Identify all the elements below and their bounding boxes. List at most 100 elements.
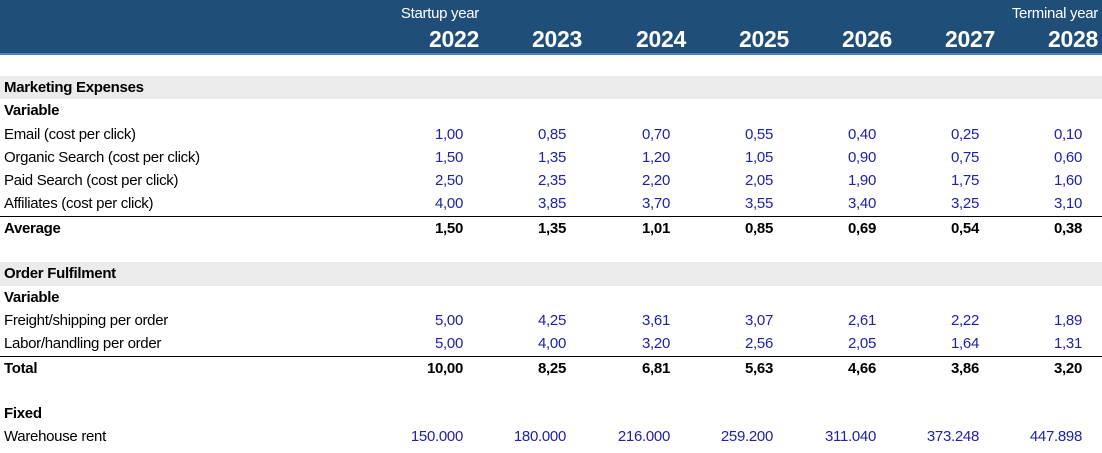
cell-value[interactable]: 5,00 xyxy=(435,311,463,329)
cell-value[interactable]: 1,89 xyxy=(1054,311,1082,329)
cell-value[interactable]: 3,86 xyxy=(951,359,979,377)
row-label[interactable]: Warehouse rent xyxy=(4,428,106,446)
cell-value[interactable]: 2,05 xyxy=(745,172,773,190)
cell-value[interactable]: 0,55 xyxy=(745,125,773,143)
cell-value[interactable]: 447.898 xyxy=(1029,428,1082,446)
cell-value[interactable]: 1,35 xyxy=(538,148,566,166)
blank-row xyxy=(0,239,1102,262)
row-label[interactable]: Average xyxy=(4,219,61,237)
total-row: Total 10,00 8,25 6,81 5,63 4,66 3,86 3,20 xyxy=(0,355,1102,379)
table-row: Organic Search (cost per click) 1,50 1,35 1… xyxy=(0,146,1102,169)
row-label[interactable]: Variable xyxy=(4,102,60,120)
table-row: Labor/handling per order 5,00 4,00 3,20 2,56… xyxy=(0,332,1102,355)
row-label[interactable]: Paid Search (cost per click) xyxy=(4,172,179,190)
cell-value[interactable]: 0,54 xyxy=(951,219,979,237)
cell-value[interactable]: 0,90 xyxy=(848,148,876,166)
cell-value[interactable]: 259.200 xyxy=(720,428,773,446)
cell-value[interactable]: 3,20 xyxy=(642,335,670,353)
spacer-row xyxy=(0,55,1102,76)
header-sublabel: Terminal year xyxy=(1011,5,1098,22)
section-header-row: Order Fulfilment xyxy=(0,262,1102,286)
cell-value[interactable]: 1,05 xyxy=(745,148,773,166)
cell-value[interactable]: 1,01 xyxy=(642,219,670,237)
cell-value[interactable]: 0,40 xyxy=(848,125,876,143)
cell-value[interactable]: 4,25 xyxy=(538,311,566,329)
cell-value[interactable]: 0,75 xyxy=(951,148,979,166)
header-band: Startup year 2022 2023 2024 2025 2026 2027 Term… xyxy=(0,0,1102,55)
year-header-2022[interactable]: 2022 xyxy=(429,26,479,52)
cell-value[interactable]: 216.000 xyxy=(617,428,670,446)
row-label[interactable]: Freight/shipping per order xyxy=(4,311,168,329)
cell-value[interactable]: 1,20 xyxy=(642,148,670,166)
cell-value[interactable]: 2,05 xyxy=(848,335,876,353)
cell-value[interactable]: 3,55 xyxy=(745,195,773,213)
row-label[interactable]: Fixed xyxy=(4,405,42,423)
cell-value[interactable]: 1,35 xyxy=(538,219,566,237)
cell-value[interactable]: 3,70 xyxy=(642,195,670,213)
cell-value[interactable]: 6,81 xyxy=(642,359,670,377)
cell-value[interactable]: 1,64 xyxy=(951,335,979,353)
subsection-row: Fixed xyxy=(0,402,1102,425)
cell-value[interactable]: 3,61 xyxy=(642,311,670,329)
row-label[interactable]: Marketing Expenses xyxy=(4,79,144,96)
cell-value[interactable]: 10,00 xyxy=(426,359,463,377)
row-label[interactable]: Email (cost per click) xyxy=(4,125,136,143)
row-label[interactable]: Affiliates (cost per click) xyxy=(4,195,154,213)
cell-value[interactable]: 8,25 xyxy=(538,359,566,377)
cell-value[interactable]: 1,90 xyxy=(848,172,876,190)
cell-value[interactable]: 3,85 xyxy=(538,195,566,213)
table-row: Freight/shipping per order 5,00 4,25 3,61 3,… xyxy=(0,309,1102,332)
row-label[interactable]: Organic Search (cost per click) xyxy=(4,148,200,166)
cell-value[interactable]: 4,66 xyxy=(848,359,876,377)
cell-value[interactable]: 1,75 xyxy=(951,172,979,190)
cell-value[interactable]: 180.000 xyxy=(513,428,566,446)
year-header-2028[interactable]: 2028 xyxy=(1048,26,1098,52)
cell-value[interactable]: 0,60 xyxy=(1054,148,1082,166)
year-header-2027[interactable]: 2027 xyxy=(945,26,995,52)
table-row: Warehouse rent 150.000 180.000 216.000 259.2… xyxy=(0,425,1102,448)
cell-value[interactable]: 0,85 xyxy=(538,125,566,143)
blank-row xyxy=(0,379,1102,402)
year-header-2025[interactable]: 2025 xyxy=(739,26,789,52)
section-header-row: Marketing Expenses xyxy=(0,76,1102,100)
cell-value[interactable]: 2,61 xyxy=(848,311,876,329)
cell-value[interactable]: 0,25 xyxy=(951,125,979,143)
cell-value[interactable]: 4,00 xyxy=(538,335,566,353)
cell-value[interactable]: 2,22 xyxy=(951,311,979,329)
cell-value[interactable]: 4,00 xyxy=(435,195,463,213)
cell-value[interactable]: 3,20 xyxy=(1054,359,1082,377)
cell-value[interactable]: 3,10 xyxy=(1054,195,1082,213)
cell-value[interactable]: 3,40 xyxy=(848,195,876,213)
cell-value[interactable]: 1,00 xyxy=(435,125,463,143)
year-header-2026[interactable]: 2026 xyxy=(842,26,892,52)
table-row: Paid Search (cost per click) 2,50 2,35 2,20… xyxy=(0,169,1102,192)
cell-value[interactable]: 3,25 xyxy=(951,195,979,213)
year-header-2023[interactable]: 2023 xyxy=(532,26,582,52)
cell-value[interactable]: 0,70 xyxy=(642,125,670,143)
year-header-2024[interactable]: 2024 xyxy=(636,26,686,52)
cell-value[interactable]: 5,00 xyxy=(435,335,463,353)
cell-value[interactable]: 150.000 xyxy=(410,428,463,446)
row-label[interactable]: Order Fulfilment xyxy=(4,265,116,283)
cell-value[interactable]: 0,10 xyxy=(1054,125,1082,143)
cell-value[interactable]: 2,50 xyxy=(435,172,463,190)
cell-value[interactable]: 311.040 xyxy=(824,428,876,446)
cell-value[interactable]: 0,38 xyxy=(1054,219,1082,237)
cell-value[interactable]: 373.248 xyxy=(926,428,979,446)
row-label[interactable]: Variable xyxy=(4,288,60,306)
cell-value[interactable]: 5,63 xyxy=(745,359,773,377)
cell-value[interactable]: 1,50 xyxy=(435,219,463,237)
cell-value[interactable]: 3,07 xyxy=(745,311,773,329)
cell-value[interactable]: 2,56 xyxy=(745,335,773,353)
cell-value[interactable]: 1,31 xyxy=(1054,335,1082,353)
cell-value[interactable]: 2,20 xyxy=(642,172,670,190)
row-label[interactable]: Labor/handling per order xyxy=(4,335,162,353)
subsection-row: Variable xyxy=(0,286,1102,309)
cell-value[interactable]: 1,60 xyxy=(1054,172,1082,190)
cell-value[interactable]: 2,35 xyxy=(538,172,566,190)
cell-value[interactable]: 1,50 xyxy=(435,148,463,166)
row-label[interactable]: Total xyxy=(4,359,38,377)
cell-value[interactable]: 0,85 xyxy=(745,219,773,237)
cell-value[interactable]: 0,69 xyxy=(848,219,876,237)
